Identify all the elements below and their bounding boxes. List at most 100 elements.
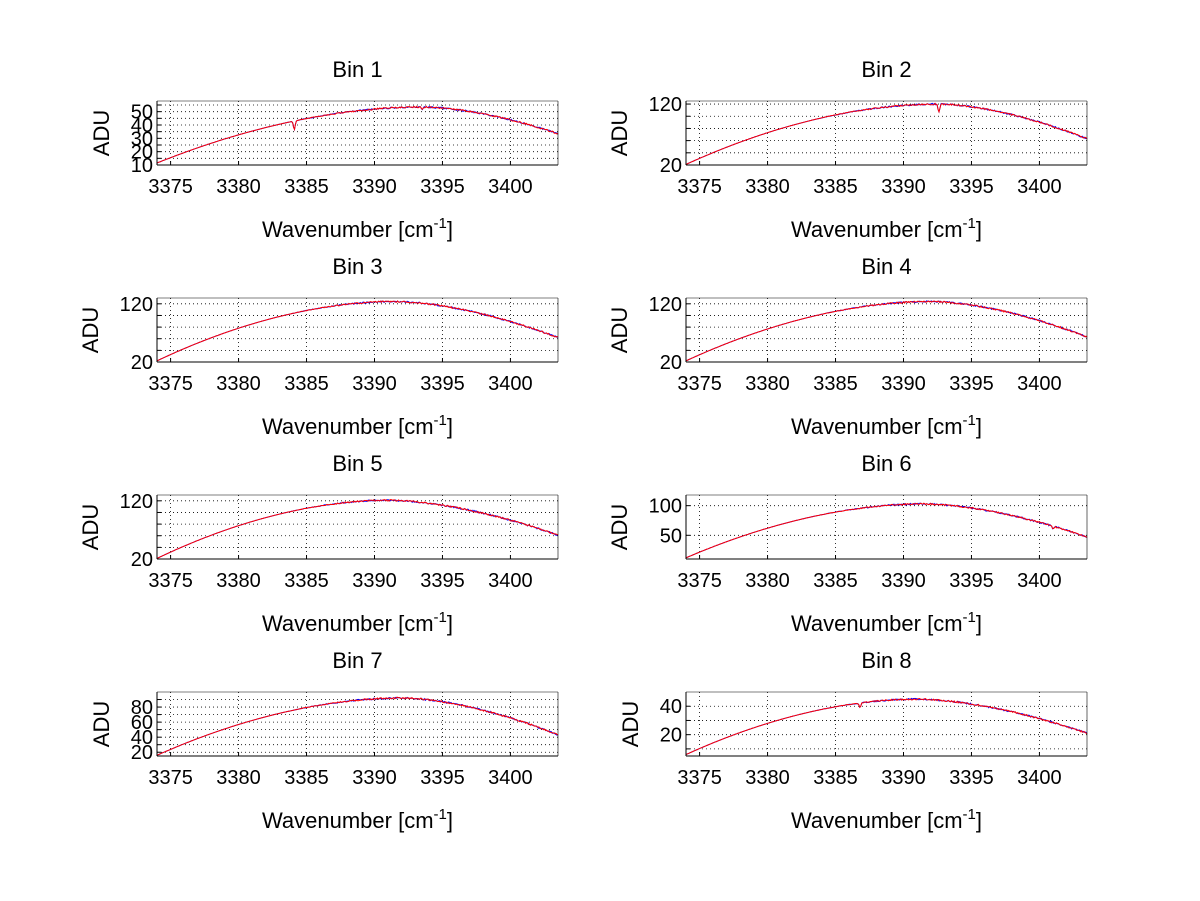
x-tick-label: 3395 bbox=[949, 570, 994, 592]
y-axis-label: ADU bbox=[89, 701, 114, 747]
x-tick-label: 3380 bbox=[216, 176, 261, 198]
x-tick-label: 3375 bbox=[148, 373, 193, 395]
y-axis-label: ADU bbox=[607, 504, 632, 550]
x-tick-label: 3385 bbox=[813, 176, 858, 198]
subplot-title: Bin 5 bbox=[332, 451, 382, 476]
y-tick-label: 50 bbox=[131, 102, 153, 124]
x-tick-label: 3385 bbox=[813, 570, 858, 592]
y-tick-label: 80 bbox=[131, 697, 153, 719]
x-tick-label: 3380 bbox=[216, 373, 261, 395]
y-tick-label: 60 bbox=[131, 712, 153, 734]
x-axis-label: Wavenumber [cm-1] bbox=[791, 806, 982, 833]
plot-area bbox=[686, 495, 1087, 559]
plot-area bbox=[157, 692, 558, 756]
y-tick-label: 40 bbox=[131, 115, 153, 137]
x-tick-label: 3380 bbox=[745, 176, 790, 198]
x-tick-label: 3390 bbox=[881, 570, 926, 592]
x-axis-label: Wavenumber [cm-1] bbox=[791, 412, 982, 439]
x-tick-label: 3390 bbox=[352, 570, 397, 592]
series-line-2 bbox=[685, 502, 1088, 559]
x-tick-label: 3390 bbox=[352, 373, 397, 395]
x-tick-label: 3375 bbox=[677, 176, 722, 198]
x-tick-label: 3395 bbox=[420, 767, 465, 789]
x-tick-label: 3375 bbox=[677, 767, 722, 789]
x-tick-label: 3390 bbox=[881, 373, 926, 395]
x-tick-label: 3375 bbox=[148, 570, 193, 592]
x-tick-label: 3385 bbox=[813, 373, 858, 395]
y-tick-label: 50 bbox=[660, 525, 682, 547]
x-tick-label: 3380 bbox=[745, 373, 790, 395]
x-axis-label: Wavenumber [cm-1] bbox=[262, 215, 453, 242]
y-tick-label: 40 bbox=[660, 696, 682, 718]
x-tick-label: 3400 bbox=[1017, 767, 1062, 789]
x-tick-label: 3400 bbox=[1017, 176, 1062, 198]
subplot-title: Bin 2 bbox=[861, 57, 911, 82]
y-axis-label: ADU bbox=[89, 110, 114, 156]
y-tick-label: 20 bbox=[660, 725, 682, 747]
subplot-title: Bin 6 bbox=[861, 451, 911, 476]
y-tick-label: 120 bbox=[649, 294, 682, 316]
x-tick-label: 3395 bbox=[949, 176, 994, 198]
y-tick-label: 20 bbox=[660, 155, 682, 177]
x-tick-label: 3400 bbox=[488, 570, 533, 592]
series-line-2 bbox=[685, 102, 1088, 165]
x-tick-label: 3400 bbox=[488, 176, 533, 198]
x-tick-label: 3375 bbox=[148, 176, 193, 198]
subplot-title: Bin 4 bbox=[861, 254, 911, 279]
y-tick-label: 30 bbox=[131, 128, 153, 150]
series-line-2 bbox=[685, 697, 1088, 756]
subplot-bin-4: 3375 3380 3385 3390 3395 3400 20 120 Bin 4 Wavenu… bbox=[607, 254, 1088, 439]
x-tick-label: 3390 bbox=[352, 176, 397, 198]
x-tick-label: 3395 bbox=[420, 570, 465, 592]
x-tick-label: 3385 bbox=[284, 176, 329, 198]
subplot-bin-8: 3375 3380 3385 3390 3395 3400 20 40 Bin 8 Wavenum… bbox=[618, 648, 1088, 833]
x-tick-label: 3390 bbox=[352, 767, 397, 789]
subplot-bin-2: 3375 3380 3385 3390 3395 3400 20 120 Bin 2 Wavenu… bbox=[607, 57, 1088, 242]
x-tick-label: 3380 bbox=[745, 570, 790, 592]
plot-area bbox=[686, 692, 1087, 756]
y-tick-label: 20 bbox=[131, 742, 153, 764]
y-tick-label: 120 bbox=[649, 94, 682, 116]
x-tick-label: 3395 bbox=[949, 373, 994, 395]
y-tick-label: 120 bbox=[120, 491, 153, 513]
x-tick-label: 3395 bbox=[420, 176, 465, 198]
x-tick-label: 3375 bbox=[677, 373, 722, 395]
x-axis-label: Wavenumber [cm-1] bbox=[791, 609, 982, 636]
y-axis-label: ADU bbox=[607, 110, 632, 156]
y-tick-label: 20 bbox=[660, 352, 682, 374]
plot-area bbox=[686, 101, 1087, 165]
x-axis-label: Wavenumber [cm-1] bbox=[262, 609, 453, 636]
x-tick-label: 3400 bbox=[1017, 373, 1062, 395]
x-axis-label: Wavenumber [cm-1] bbox=[262, 412, 453, 439]
x-tick-label: 3385 bbox=[284, 767, 329, 789]
plot-area bbox=[157, 298, 558, 362]
x-tick-label: 3400 bbox=[1017, 570, 1062, 592]
y-axis-label: ADU bbox=[618, 701, 643, 747]
plot-area bbox=[686, 298, 1087, 362]
series-line-2 bbox=[156, 498, 559, 559]
x-axis-label: Wavenumber [cm-1] bbox=[791, 215, 982, 242]
x-tick-label: 3400 bbox=[488, 373, 533, 395]
subplot-title: Bin 3 bbox=[332, 254, 382, 279]
series-line-2 bbox=[156, 105, 559, 164]
y-axis-label: ADU bbox=[607, 307, 632, 353]
y-tick-label: 100 bbox=[649, 496, 682, 518]
x-tick-label: 3385 bbox=[284, 373, 329, 395]
x-tick-label: 3380 bbox=[216, 767, 261, 789]
series-line-2 bbox=[685, 300, 1088, 362]
y-axis-label: ADU bbox=[78, 504, 103, 550]
subplot-bin-5: 3375 3380 3385 3390 3395 3400 20 120 Bin 5 Wavenu… bbox=[78, 451, 559, 636]
x-tick-label: 3385 bbox=[284, 570, 329, 592]
subplot-bin-6: 3375 3380 3385 3390 3395 3400 50 100 Bin 6 Wavenu… bbox=[607, 451, 1088, 636]
y-tick-label: 20 bbox=[131, 142, 153, 164]
x-tick-label: 3380 bbox=[216, 570, 261, 592]
x-tick-label: 3390 bbox=[881, 767, 926, 789]
x-tick-label: 3375 bbox=[148, 767, 193, 789]
y-tick-label: 20 bbox=[131, 549, 153, 571]
y-tick-label: 20 bbox=[131, 352, 153, 374]
subplot-bin-3: 3375 3380 3385 3390 3395 3400 20 120 Bin 3 Wavenu… bbox=[78, 254, 559, 439]
x-tick-label: 3385 bbox=[813, 767, 858, 789]
